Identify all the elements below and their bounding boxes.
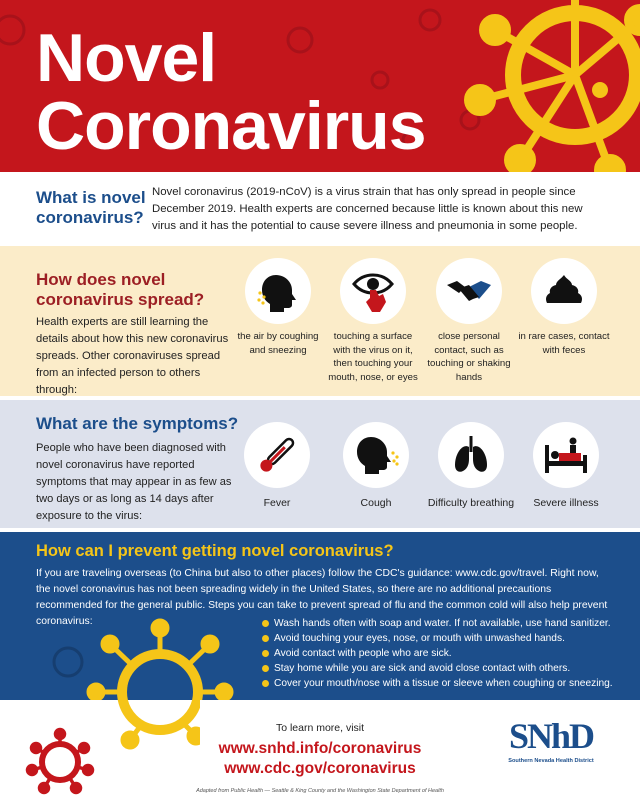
symptom-label: Fever <box>263 497 291 509</box>
symptoms-heading: What are the symptoms? <box>36 414 239 433</box>
symptom-label: Severe illness <box>533 497 599 509</box>
spread-item-contact: close personal contact, such as touching… <box>423 258 515 384</box>
virus-decoration-footer <box>25 700 200 795</box>
learn-more-text: To learn more, visit <box>275 722 365 734</box>
link-cdc[interactable]: www.cdc.gov/coronavirus <box>224 760 416 777</box>
spread-item-air: the air by coughing and sneezing <box>232 258 324 357</box>
symptom-label: Difficulty breathing <box>427 497 515 509</box>
spread-caption: close personal contact, such as touching… <box>427 331 511 383</box>
title-line-2: Coronavirus <box>36 88 427 164</box>
spread-caption: the air by coughing and sneezing <box>237 331 319 356</box>
spread-caption: in rare cases, contact with feces <box>518 331 610 356</box>
symptom-label: Cough <box>360 497 392 509</box>
virus-decoration <box>52 618 234 700</box>
spread-section: How does novel coronavirus spread? Healt… <box>0 246 640 396</box>
prevent-body: If you are traveling overseas (to China … <box>36 568 608 627</box>
feces-icon <box>531 258 597 324</box>
virus-illustration <box>0 0 640 172</box>
symptom-cough: Cough <box>321 422 431 510</box>
symptoms-section: What are the symptoms? People who have b… <box>0 400 640 528</box>
bullet-icon <box>262 635 269 642</box>
list-item: Avoid touching your eyes, nose, or mouth… <box>262 631 622 646</box>
list-item: Stay home while you are sick and avoid c… <box>262 661 622 676</box>
symptoms-body: People who have been diagnosed with nove… <box>36 442 232 522</box>
link-snhd[interactable]: www.snhd.info/coronavirus <box>218 740 422 757</box>
prevention-tips-list: Wash hands often with soap and water. If… <box>262 616 622 691</box>
thermometer-icon <box>244 422 310 488</box>
cough-icon <box>343 422 409 488</box>
handshake-icon <box>436 258 502 324</box>
symptom-fever: Fever <box>222 422 332 510</box>
bullet-icon <box>262 620 269 627</box>
eye-hand-icon <box>340 258 406 324</box>
snhd-logo: SNhD Southern Nevada Health District <box>492 716 610 764</box>
symptom-breathing: Difficulty breathing <box>416 422 526 510</box>
page-title: Novel Coronavirus <box>36 20 427 164</box>
logo-letters: SNhD <box>508 716 595 756</box>
list-item: Wash hands often with soap and water. If… <box>262 616 622 631</box>
prevent-heading: How can I prevent getting novel coronavi… <box>36 542 394 560</box>
spread-item-feces: in rare cases, contact with feces <box>518 258 610 357</box>
attribution-text: Adapted from Public Health — Seattle & K… <box>196 788 444 794</box>
bullet-icon <box>262 665 269 672</box>
header-banner: Novel Coronavirus <box>0 0 640 172</box>
lungs-icon <box>438 422 504 488</box>
coughing-head-icon <box>245 258 311 324</box>
bullet-icon <box>262 650 269 657</box>
prevent-section: How can I prevent getting novel coronavi… <box>0 532 640 700</box>
sick-bed-icon <box>533 422 599 488</box>
what-is-section: What is novel coronavirus? Novel coronav… <box>0 172 640 244</box>
what-is-heading: What is novel coronavirus? <box>36 188 146 227</box>
spread-heading: How does novel coronavirus spread? <box>36 270 205 309</box>
logo-name: Southern Nevada Health District <box>508 758 594 764</box>
spread-caption: touching a surface with the virus on it,… <box>328 331 418 383</box>
footer: To learn more, visit www.snhd.info/coron… <box>0 700 640 800</box>
list-item: Cover your mouth/nose with a tissue or s… <box>262 676 622 691</box>
spread-item-surface: touching a surface with the virus on it,… <box>327 258 419 384</box>
what-is-body: Novel coronavirus (2019-nCoV) is a virus… <box>152 186 583 232</box>
list-item: Avoid contact with people who are sick. <box>262 646 622 661</box>
title-line-1: Novel <box>36 20 217 96</box>
bullet-icon <box>262 680 269 687</box>
spread-body: Health experts are still learning the de… <box>36 316 229 396</box>
symptom-severe: Severe illness <box>511 422 621 510</box>
